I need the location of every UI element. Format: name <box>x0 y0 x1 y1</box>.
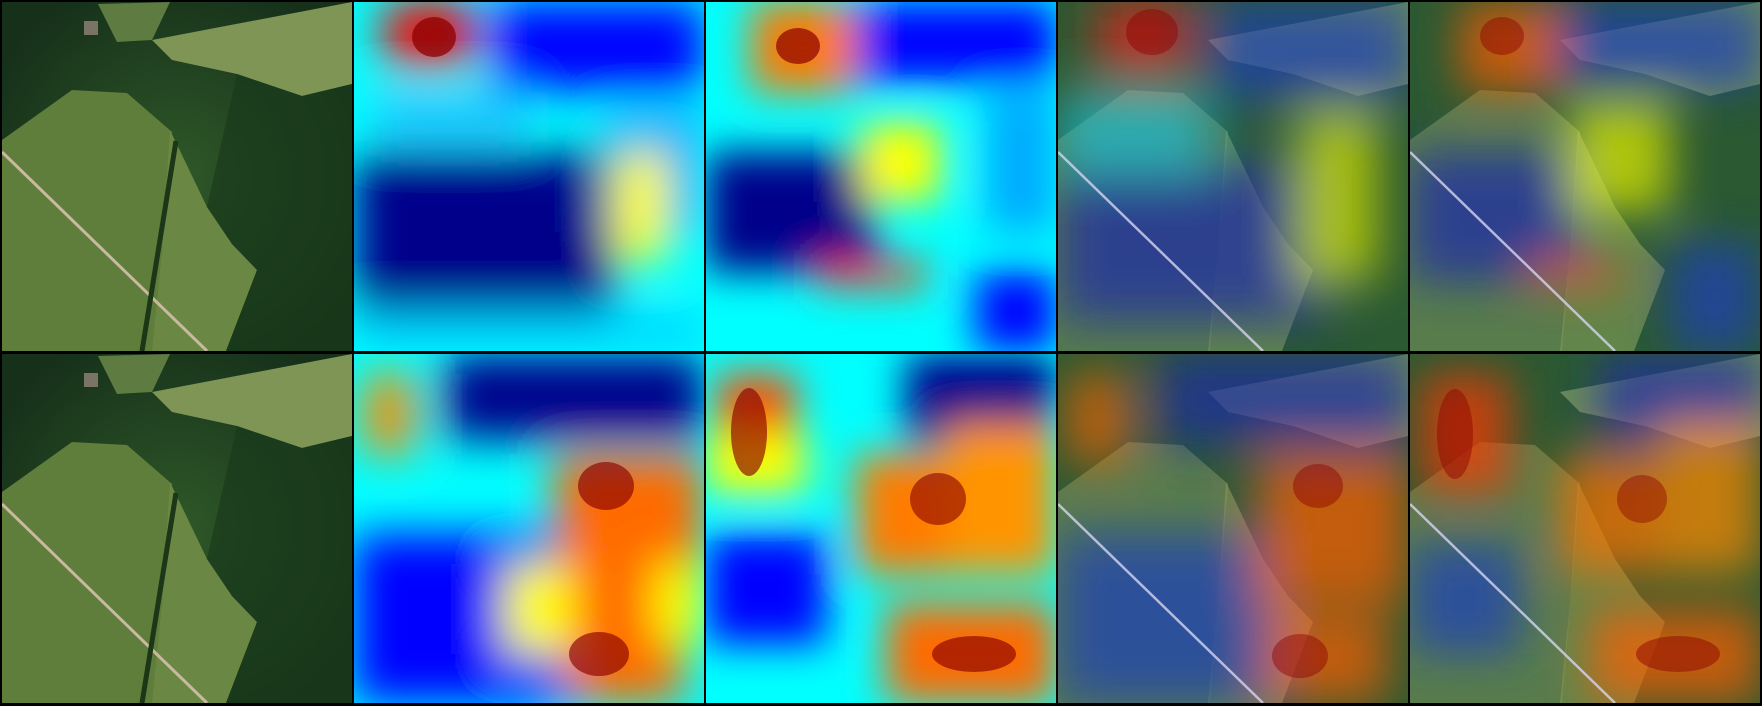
road <box>2 150 209 351</box>
tree-line <box>139 140 179 351</box>
heatmap-image <box>354 2 704 351</box>
row2-satellite <box>2 354 352 703</box>
road <box>2 502 209 703</box>
overlay-image <box>1058 354 1408 703</box>
row1-overlay-b <box>1410 2 1760 351</box>
small-clearing <box>98 354 170 394</box>
row2-heatmap-b <box>706 354 1056 703</box>
overlay-image <box>1410 354 1760 703</box>
center-field <box>152 482 257 703</box>
hot-spot <box>412 17 456 57</box>
center-field <box>152 130 257 351</box>
left-field <box>2 90 172 351</box>
row2-overlay-b <box>1410 354 1760 703</box>
small-clearing <box>98 2 170 42</box>
small-building <box>84 373 98 387</box>
overlay-image <box>1058 2 1408 351</box>
hot-spot <box>776 28 820 64</box>
row1-satellite <box>2 2 352 351</box>
small-building <box>84 21 98 35</box>
heatmap-image <box>706 2 1056 351</box>
row2-overlay-a <box>1058 354 1408 703</box>
upper-field <box>152 354 352 448</box>
right-forest-edge <box>207 74 352 351</box>
row1-heatmap-a <box>354 2 704 351</box>
row1-heatmap-b <box>706 2 1056 351</box>
satellite-image <box>2 354 352 703</box>
upper-field <box>152 2 352 96</box>
row1-overlay-a <box>1058 2 1408 351</box>
tree-line <box>139 492 179 703</box>
row2-heatmap-a <box>354 354 704 703</box>
heatmap-image <box>706 354 1056 703</box>
right-forest-edge <box>207 426 352 703</box>
left-field <box>2 442 172 703</box>
satellite-image <box>2 2 352 351</box>
heatmap-image <box>354 354 704 703</box>
overlay-image <box>1410 2 1760 351</box>
